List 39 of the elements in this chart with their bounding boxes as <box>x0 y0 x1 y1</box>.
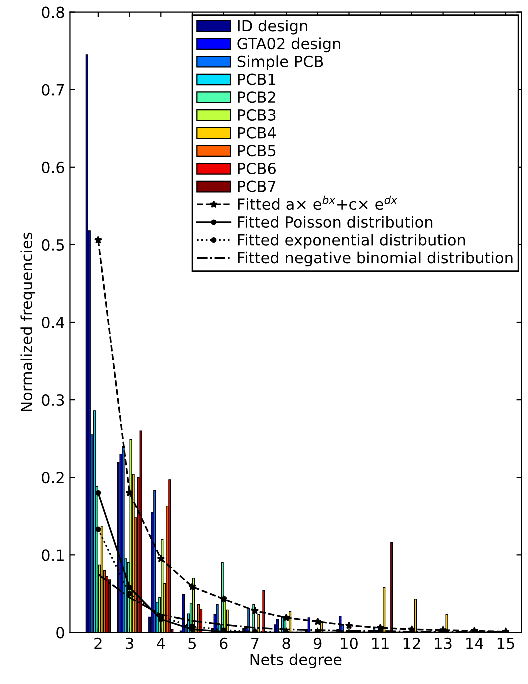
legend-label: Fitted Poisson distribution <box>238 216 433 228</box>
x-tick-label: 10 <box>341 638 358 650</box>
y-tick-label: 0.7 <box>42 84 64 96</box>
x-tick-label: 15 <box>498 638 514 650</box>
y-tick-label: 0.1 <box>42 550 64 562</box>
x-tick-label: 2 <box>94 638 102 650</box>
legend-label: PCB2 <box>238 92 276 104</box>
x-tick-label: 4 <box>157 638 166 650</box>
y-tick-label: 0.4 <box>42 316 65 329</box>
legend-label: PCB7 <box>238 180 276 192</box>
y-tick-label: 0 <box>56 627 64 639</box>
legend-label: PCB6 <box>238 162 276 175</box>
x-tick-label: 8 <box>282 638 290 650</box>
x-tick-label: 6 <box>220 638 228 650</box>
y-tick-label: 0.6 <box>42 162 64 174</box>
y-tick-label: 0.5 <box>42 239 64 251</box>
y-tick-label: 0.2 <box>42 472 64 484</box>
legend-label: Fitted negative binomial distribution <box>238 252 513 267</box>
legend-label: GTA02 design <box>238 38 340 53</box>
x-axis-title: Nets degree <box>250 654 342 669</box>
legend-label: Simple PCB <box>238 56 324 70</box>
y-tick-label: 0.3 <box>42 394 64 406</box>
x-tick-label: 3 <box>126 638 134 650</box>
x-tick-label: 12 <box>404 638 420 650</box>
legend-label: ID design <box>238 20 308 35</box>
legend-label: Fitted exponential distribution <box>238 234 466 249</box>
legend-label: Fitted a× e$^{bx}$+c× e$^{dx}$ <box>238 196 398 210</box>
x-tick-label: 7 <box>252 638 259 650</box>
x-tick-label: 14 <box>466 638 484 650</box>
x-tick-label: 9 <box>314 638 322 650</box>
y-axis-title: Normalized frequencies <box>20 232 36 412</box>
legend-label: PCB4 <box>238 127 276 139</box>
x-tick-label: 13 <box>435 638 452 650</box>
legend-label: PCB5 <box>238 145 276 157</box>
y-tick-label: 0.8 <box>42 6 64 18</box>
x-tick-label: 5 <box>188 638 196 650</box>
legend-label: PCB3 <box>238 109 276 121</box>
legend-label: PCB1 <box>238 74 276 86</box>
x-tick-label: 11 <box>372 638 389 650</box>
